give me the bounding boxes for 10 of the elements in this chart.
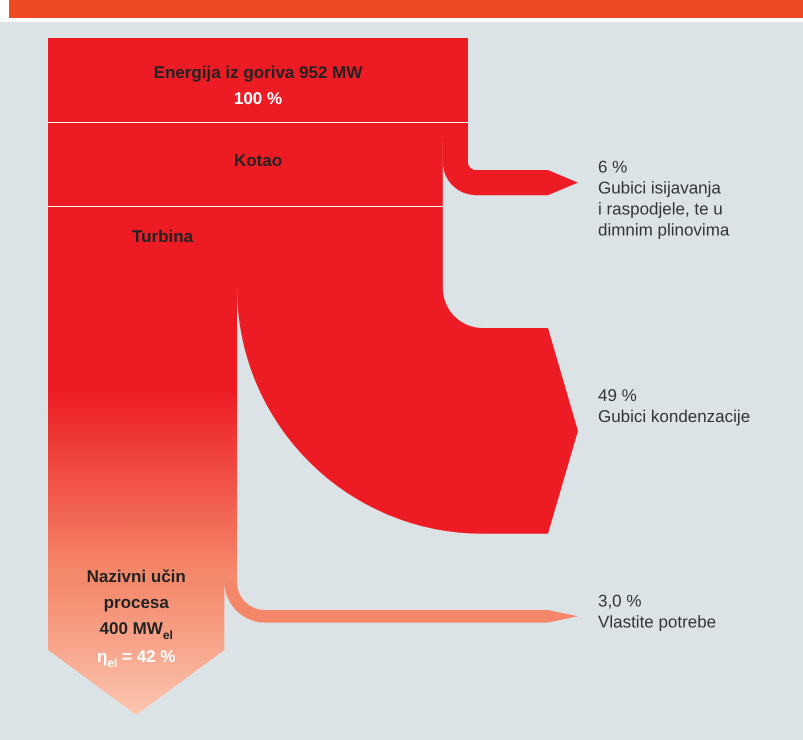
data-label: 49 % (598, 386, 637, 405)
category-label: Vlastite potrebe (598, 612, 716, 632)
category-label: Gubici isijavanja i raspodjele, te u dimnim plinovima (598, 178, 730, 240)
text: Kotao (234, 151, 282, 170)
text: Turbina (132, 227, 194, 246)
data-label: 6 % (598, 158, 628, 177)
category-label: Gubici kondenzacije (598, 406, 750, 426)
text: Energija iz goriva 952 MW (154, 63, 364, 82)
text: 100 % (234, 89, 282, 108)
data-label: 3,0 % (598, 591, 642, 610)
